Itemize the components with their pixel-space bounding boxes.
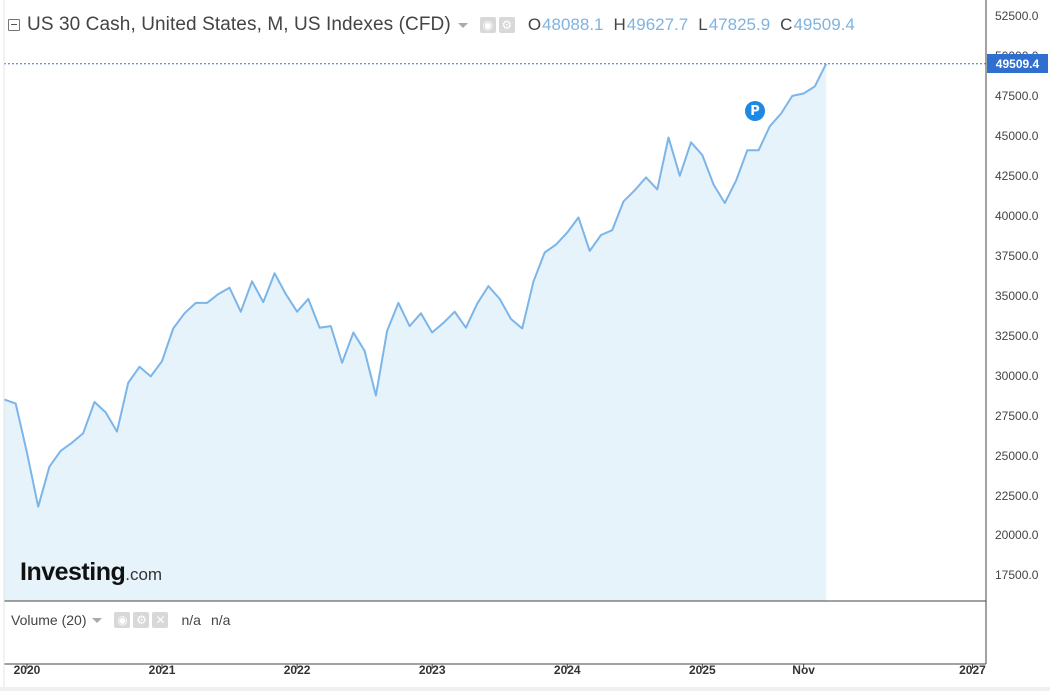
chart-title[interactable]: US 30 Cash, United States, M, US Indexes… xyxy=(27,14,451,35)
y-tick-label: 30000.0 xyxy=(995,368,1039,383)
investing-logo: Investing.com xyxy=(20,558,162,587)
volume-value-2: n/a xyxy=(210,612,231,628)
close-value: 49509.4 xyxy=(793,15,855,34)
x-tick-label: 2021 xyxy=(148,663,176,677)
collapse-icon[interactable] xyxy=(8,19,20,31)
x-tick-label: Nov xyxy=(792,663,815,677)
eye-icon[interactable]: ◉ xyxy=(114,612,131,628)
x-tick-label: 2024 xyxy=(553,663,581,677)
y-tick-label: 37500.0 xyxy=(995,248,1039,263)
gear-icon[interactable]: ⚙ xyxy=(498,17,515,33)
open-value: 48088.1 xyxy=(542,15,604,34)
y-tick-label: 47500.0 xyxy=(995,88,1039,103)
event-marker[interactable]: P xyxy=(745,101,765,121)
y-tick-label: 52500.0 xyxy=(995,8,1039,23)
close-label: C xyxy=(780,15,793,34)
low-value: 47825.9 xyxy=(708,15,771,34)
logo-suffix: .com xyxy=(125,565,163,584)
chevron-down-icon[interactable] xyxy=(92,617,103,623)
low-label: L xyxy=(698,15,708,34)
y-tick-label: 22500.0 xyxy=(995,488,1039,503)
y-tick-label: 25000.0 xyxy=(995,448,1039,463)
eye-icon[interactable]: ◉ xyxy=(479,17,496,33)
x-tick-label: 2020 xyxy=(13,663,41,677)
y-tick-label: 40000.0 xyxy=(995,208,1039,223)
gear-icon[interactable]: ⚙ xyxy=(133,612,150,628)
chevron-down-icon[interactable] xyxy=(457,22,468,28)
high-value: 49627.7 xyxy=(626,15,689,34)
logo-text: Investing xyxy=(20,558,126,586)
x-tick-label: 2025 xyxy=(688,663,716,677)
volume-header: Volume (20) ◉ ⚙ ✕ n/a n/a xyxy=(11,612,230,628)
volume-label[interactable]: Volume (20) xyxy=(11,612,87,628)
x-tick-label: 2027 xyxy=(959,663,986,677)
high-label: H xyxy=(613,15,626,34)
volume-value-1: n/a xyxy=(181,612,201,628)
y-tick-label: 20000.0 xyxy=(995,528,1039,543)
chart-header: US 30 Cash, United States, M, US Indexes… xyxy=(8,12,855,38)
price-area-fill xyxy=(4,63,827,602)
y-tick-label: 42500.0 xyxy=(995,168,1039,183)
open-label: O xyxy=(527,15,542,34)
last-price-tag: 49509.4 xyxy=(987,54,1048,73)
y-tick-label: 17500.0 xyxy=(995,568,1039,583)
y-tick-label: 45000.0 xyxy=(995,128,1039,143)
y-tick-label: 32500.0 xyxy=(995,328,1039,343)
x-tick-label: 2022 xyxy=(283,663,311,677)
close-icon[interactable]: ✕ xyxy=(152,612,169,628)
y-tick-label: 27500.0 xyxy=(995,408,1039,423)
x-tick-label: 2023 xyxy=(418,663,446,677)
y-tick-label: 35000.0 xyxy=(995,288,1039,303)
price-line xyxy=(4,63,827,508)
